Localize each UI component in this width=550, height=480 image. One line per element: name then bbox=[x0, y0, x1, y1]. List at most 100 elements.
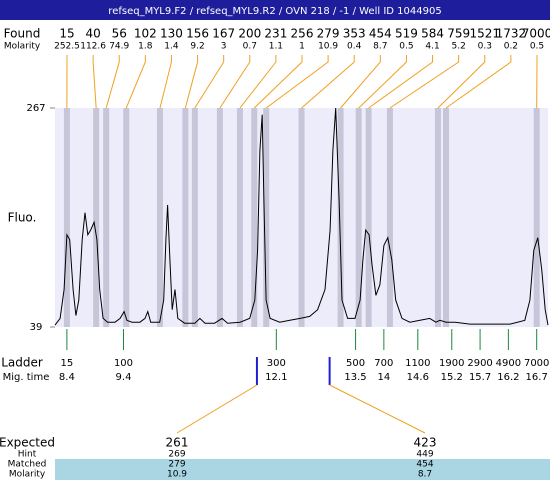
expected-connector bbox=[176, 384, 258, 434]
peak-band bbox=[236, 108, 243, 327]
found-size: 353 bbox=[343, 27, 366, 41]
found-size: 279 bbox=[317, 27, 340, 41]
ladder-time: 15.2 bbox=[441, 372, 463, 383]
peak-band bbox=[533, 108, 540, 327]
expected-size: 261 bbox=[166, 436, 189, 450]
peak-connector bbox=[92, 55, 97, 109]
title-bar bbox=[0, 0, 550, 20]
found-molarity: 1 bbox=[299, 42, 305, 52]
ladder-time: 16.7 bbox=[526, 372, 548, 383]
found-label: Found bbox=[4, 27, 41, 41]
peak-band bbox=[337, 108, 344, 327]
ladder-size: 1100 bbox=[405, 358, 430, 369]
peak-band bbox=[365, 108, 372, 327]
matched-molarity: 10.9 bbox=[167, 470, 187, 480]
peak-band bbox=[355, 108, 362, 327]
found-size: 167 bbox=[212, 27, 235, 41]
y-tick-label: 39 bbox=[30, 322, 43, 333]
peak-band bbox=[63, 108, 70, 327]
found-molarity: 0.3 bbox=[478, 42, 492, 52]
ladder-size: 15 bbox=[61, 358, 74, 369]
peak-connector bbox=[219, 55, 251, 109]
peak-bands bbox=[63, 108, 540, 327]
peak-connector bbox=[265, 55, 329, 109]
found-size: 1521 bbox=[470, 27, 501, 41]
peak-connector bbox=[340, 55, 381, 109]
found-molarity: 5.2 bbox=[452, 42, 466, 52]
hint-label: Hint bbox=[18, 450, 37, 460]
peak-connector bbox=[301, 55, 355, 109]
ladder-time: 14 bbox=[377, 372, 390, 383]
ladder-time: 9.4 bbox=[116, 372, 132, 383]
found-size: 102 bbox=[134, 27, 157, 41]
peak-connector bbox=[437, 55, 486, 109]
peak-connector bbox=[159, 55, 172, 109]
found-molarity: 0.5 bbox=[399, 42, 413, 52]
ladder-size: 4900 bbox=[496, 358, 521, 369]
peak-band bbox=[216, 108, 223, 327]
hint-size: 269 bbox=[168, 450, 185, 460]
matched-size: 279 bbox=[168, 460, 185, 470]
found-size: 256 bbox=[291, 27, 314, 41]
found-molarity: 4.1 bbox=[425, 42, 439, 52]
peak-connector bbox=[358, 55, 407, 109]
peak-band bbox=[443, 108, 450, 327]
found-size: 156 bbox=[186, 27, 209, 41]
peak-connector bbox=[239, 55, 277, 109]
found-size: 56 bbox=[112, 27, 127, 41]
ladder-time: 8.4 bbox=[59, 372, 75, 383]
ladder-label: Ladder bbox=[1, 356, 43, 370]
title: refseq_MYL9.F2 / refseq_MYL9.R2 / OVN 21… bbox=[108, 6, 441, 17]
found-size: 7000 bbox=[522, 27, 550, 41]
found-molarity: 3 bbox=[221, 42, 227, 52]
found-size: 200 bbox=[238, 27, 261, 41]
peak-band bbox=[93, 108, 100, 327]
peak-band bbox=[298, 108, 305, 327]
found-size: 15 bbox=[59, 27, 74, 41]
found-molarity: 74.9 bbox=[109, 42, 129, 52]
ladder-size: 700 bbox=[374, 358, 393, 369]
trace bbox=[54, 107, 549, 326]
found-molarity: 8.7 bbox=[373, 42, 387, 52]
peak-band bbox=[191, 108, 198, 327]
ladder-size: 1900 bbox=[439, 358, 464, 369]
peak-connector bbox=[184, 55, 199, 109]
found-size: 584 bbox=[421, 27, 444, 41]
molarity-label: Molarity bbox=[4, 42, 41, 52]
expected-size: 423 bbox=[414, 436, 437, 450]
ladder-size: 7000 bbox=[524, 358, 549, 369]
peak-band bbox=[434, 108, 441, 327]
found-molarity: 0.2 bbox=[504, 42, 518, 52]
found-molarity: 0.7 bbox=[243, 42, 257, 52]
found-molarity: 252.5 bbox=[54, 42, 80, 52]
hint-size: 449 bbox=[416, 450, 433, 460]
peak-connector bbox=[194, 55, 225, 109]
ladder-size: 300 bbox=[267, 358, 286, 369]
matched-label: Matched bbox=[8, 460, 47, 470]
y-tick-label: 267 bbox=[26, 103, 45, 114]
peak-band bbox=[251, 108, 258, 327]
matched-band bbox=[55, 459, 550, 480]
peak-connector bbox=[445, 55, 512, 109]
mig-time-label: Mig. time bbox=[3, 372, 50, 383]
found-size: 231 bbox=[264, 27, 287, 41]
peak-band bbox=[263, 108, 270, 327]
peak-band bbox=[156, 108, 163, 327]
found-molarity: 112.6 bbox=[80, 42, 106, 52]
expected-connector bbox=[329, 384, 426, 434]
found-size: 759 bbox=[447, 27, 470, 41]
peak-connector bbox=[368, 55, 434, 109]
ladder-time: 12.1 bbox=[265, 372, 287, 383]
peak-band bbox=[123, 108, 130, 327]
peak-connector bbox=[389, 55, 460, 109]
found-molarity: 1.1 bbox=[269, 42, 283, 52]
matched-size: 454 bbox=[416, 460, 433, 470]
ladder-time: 15.7 bbox=[469, 372, 491, 383]
matched-molarity: 8.7 bbox=[418, 470, 432, 480]
found-size: 1732 bbox=[496, 27, 527, 41]
found-molarity: 1.8 bbox=[138, 42, 153, 52]
ladder-time: 14.6 bbox=[407, 372, 429, 383]
found-size: 454 bbox=[369, 27, 392, 41]
peak-connector bbox=[253, 55, 303, 109]
